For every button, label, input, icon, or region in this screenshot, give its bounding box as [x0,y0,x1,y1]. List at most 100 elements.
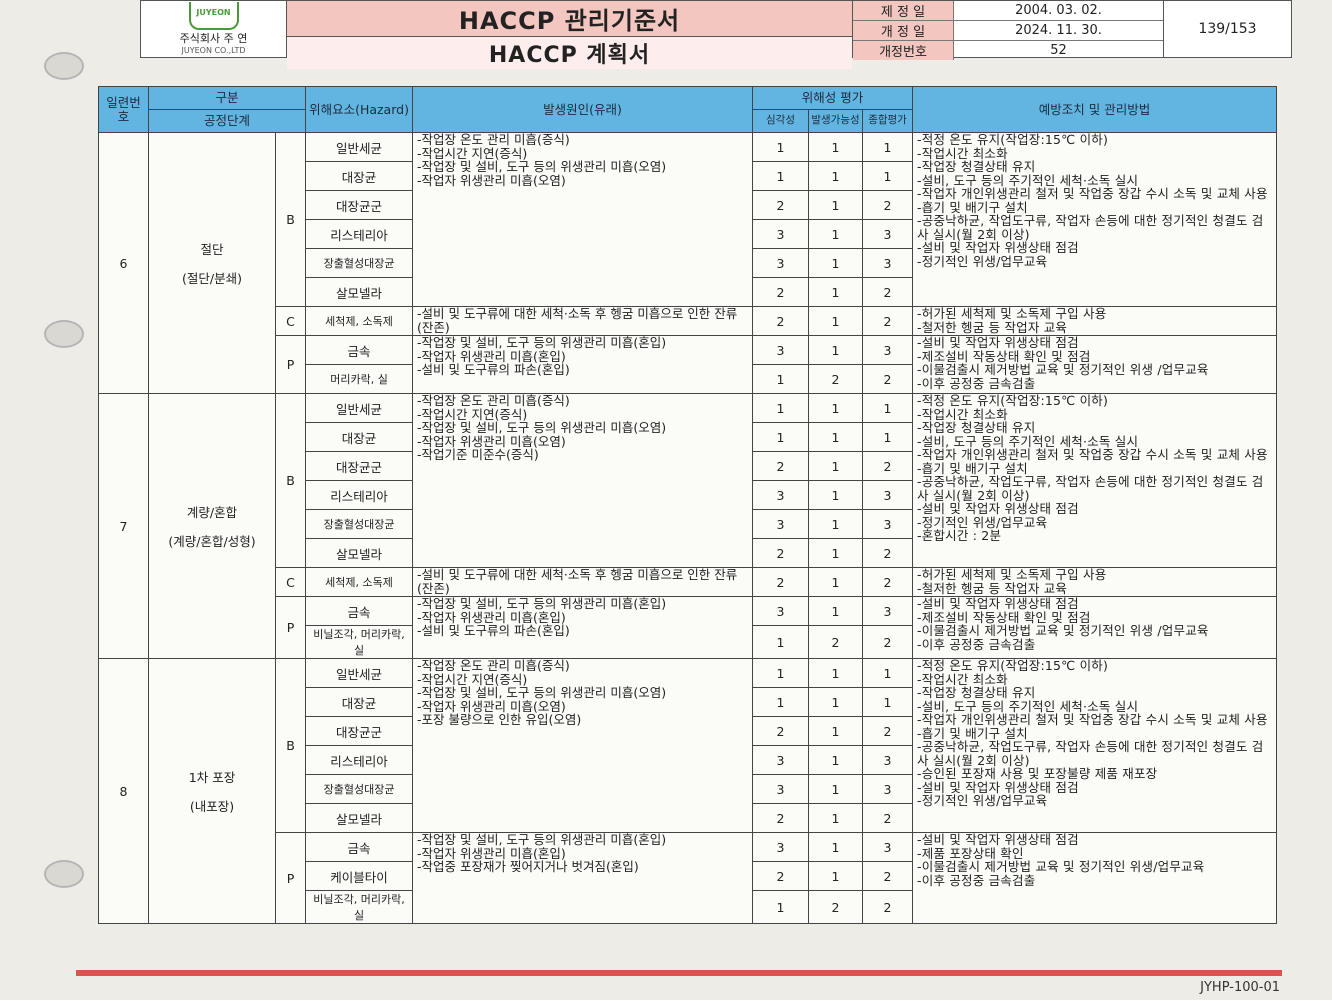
measure-item: -설비 및 작업자 위생상태 점검 [917,596,1079,611]
measure-item: -철저한 헹굼 등 작업자 교육 [917,319,1068,335]
total-score: 2 [862,625,914,659]
measures: -허가된 세척제 및 소독제 구입 사용 -철저한 헹굼 등 작업자 교육 [912,567,1278,597]
likelihood-score: 1 [808,451,864,481]
company-name: 주식회사 주 연 [179,32,248,45]
measures: -적정 온도 유지(작업장:15℃ 이하) -작업시간 최소화 -작업장 청결상태 … [912,132,1278,307]
measure-item: -적정 온도 유지(작업장:15℃ 이하) [917,658,1109,673]
hazard-class: C [274,306,307,336]
total-score: 3 [862,248,914,278]
header: JUYEON 주식회사 주 연 JUYEON CO.,LTD HACCP 관리기… [140,0,1292,69]
likelihood-score: 1 [808,687,864,717]
hazard-row: 살모넬라 2 1 2 [99,803,1277,833]
measure-item: -허가된 세척제 및 소독제 구입 사용 [917,306,1107,321]
total-score: 2 [862,861,914,891]
total-score: 3 [862,219,914,249]
measure-item: -설비 및 작업자 위생상태 점검 [917,779,1079,795]
col-cause: 발생원인(유래) [412,86,754,133]
step-detail: (절단/분쇄) [182,271,242,286]
measure-item: -작업자 개인위생관리 철저 및 작업중 장갑 수시 소독 및 교체 사용 [917,186,1268,201]
measure-item: -적정 온도 유지(작업장:15℃ 이하) [917,132,1109,147]
likelihood-score: 1 [808,393,864,423]
measure-item: -제조설비 작동상태 확인 및 점검 [917,609,1091,625]
severity-score: 2 [752,277,810,307]
total-score: 2 [862,190,914,220]
measure-item: -정기적인 위생/업무교육 [917,253,1048,269]
severity-score: 2 [752,567,810,597]
hazard-name: 케이블타이 [305,861,414,891]
measure-item: -이물검출시 제거방법 교육 및 정기적인 위생 /업무교육 [917,623,1209,638]
hazard-row: 살모넬라 2 1 2 [99,277,1277,307]
total-score: 1 [862,687,914,717]
col-measures: 예방조치 및 관리방법 [912,86,1278,133]
severity-score: 2 [752,538,810,568]
likelihood-score: 1 [808,509,864,539]
revision-label: 개정번호 [853,41,954,60]
footer-bar [76,970,1282,976]
measure-item: -설비, 도구 등의 주기적인 세척·소독 실시 [917,698,1139,714]
causes: -작업장 및 설비, 도구 등의 위생관리 미흡(혼입) -작업자 위생관리 미흡… [412,832,754,924]
likelihood-score: 1 [808,832,864,862]
hazard-row: 리스테리아 3 1 3 [99,480,1277,510]
col-step: 공정단계 [147,109,307,133]
hazard-class: B [274,132,307,307]
likelihood-score: 1 [808,774,864,804]
severity-score: 3 [752,248,810,278]
measure-item: -작업시간 최소화 [917,671,1008,687]
likelihood-score: 1 [808,745,864,775]
hazard-name: 살모넬라 [305,277,414,307]
cause-item: -포장 불량으로 인한 유입(오염) [417,712,582,727]
hazard-row: 케이블타이 2 1 2 [99,861,1277,891]
hazard-row: P 금속 -작업장 및 설비, 도구 등의 위생관리 미흡(혼입) -작업자 위생관리… [99,596,1278,659]
hazard-name: 일반세균 [305,658,414,688]
total-score: 2 [862,277,914,307]
hazard-row: 7 계량/혼합 (계량/혼합/성형) B 일반세균 -작업장 온도 관리 미흡(증식) -작… [98,393,1278,659]
likelihood-score: 1 [808,306,864,336]
cause-item: -작업자 위생관리 미흡(혼입) [417,609,566,625]
col-severity: 심각성 [752,109,810,133]
binder-hole [44,320,84,348]
cause-item: -작업시간 지연(증식) [417,406,528,422]
cause-item: -작업자 위생관리 미흡(오염) [417,433,566,449]
revision-info: 제 정 일 2004. 03. 02. 개 정 일 2024. 11. 30. 개정번호… [853,1,1164,60]
likelihood-score: 2 [808,625,864,659]
hazard-row: 대장균군 2 1 2 [99,190,1277,220]
total-score: 3 [862,774,914,804]
col-hazard: 위해요소(Hazard) [305,86,414,133]
cause-item: -작업자 위생관리 미흡(혼입) [417,348,566,364]
measure-item: -설비 및 작업자 위생상태 점검 [917,501,1079,516]
hazard-class: P [274,832,307,924]
likelihood-score: 1 [808,190,864,220]
hazard-name: 리스테리아 [305,745,414,775]
measure-item: -이후 공정중 금속검출 [917,872,1036,888]
likelihood-score: 1 [808,277,864,307]
hazard-name: 머리카락, 실 [305,364,414,394]
likelihood-score: 1 [808,335,864,365]
hazard-name: 비닐조각, 머리카락, 실 [305,625,414,659]
total-score: 2 [862,567,914,597]
total-score: 3 [862,832,914,862]
severity-score: 2 [752,306,810,336]
severity-score: 3 [752,832,810,862]
likelihood-score: 1 [808,658,864,688]
cause-item: -작업장 온도 관리 미흡(증식) [417,658,570,673]
cause-item: -작업장 및 설비, 도구 등의 위생관리 미흡(혼입) [417,832,667,847]
likelihood-score: 1 [808,596,864,626]
cause-item: -작업장 및 설비, 도구 등의 위생관리 미흡(오염) [417,685,667,700]
measure-item: -작업시간 최소화 [917,406,1008,422]
total-score: 1 [862,161,914,191]
hazard-name: 살모넬라 [305,803,414,833]
hazard-name: 리스테리아 [305,219,414,249]
hazard-name: 일반세균 [305,132,414,162]
revision-label: 제 정 일 [853,1,954,20]
severity-score: 2 [752,451,810,481]
hazard-row: 6 절단 (절단/분쇄) B 일반세균 -작업장 온도 관리 미흡(증식) -작업시간 지연… [98,132,1278,394]
causes: -작업장 온도 관리 미흡(증식) -작업시간 지연(증식) -작업장 및 설비, … [412,658,754,833]
measures: -설비 및 작업자 위생상태 점검 -제조설비 작동상태 확인 및 점검 -이물검출… [912,596,1278,659]
haccp-table: 일련번호 구분 위해요소(Hazard) 발생원인(유래) 위해성 평가 예방조… [98,86,1278,924]
severity-score: 1 [752,364,810,394]
hazard-name: 비닐조각, 머리카락, 실 [305,890,414,924]
cause-item: -작업장 및 설비, 도구 등의 위생관리 미흡(오염) [417,420,667,435]
measure-item: -혼합시간 : 2분 [917,528,1002,543]
hazard-row: 8 1차 포장 (내포장) B 일반세균 -작업장 온도 관리 미흡(증식) -작업시간 지… [98,658,1278,924]
